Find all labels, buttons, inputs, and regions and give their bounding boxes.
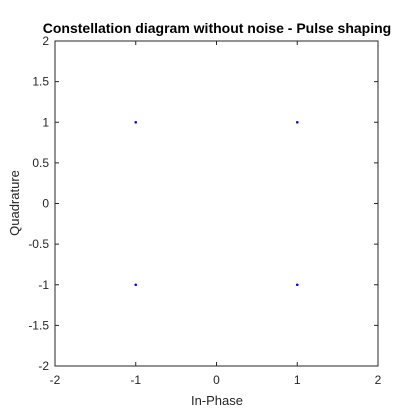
y-tick-label: -2: [38, 359, 49, 373]
x-tick-label: -2: [50, 373, 61, 387]
y-tick-label: -1.5: [28, 318, 49, 332]
constellation-point: [295, 283, 299, 287]
plot-area: [54, 40, 379, 367]
y-axis-label: Quadrature: [7, 170, 22, 236]
x-tick-label: 2: [375, 373, 382, 387]
chart-title: Constellation diagram without noise - Pu…: [43, 20, 391, 36]
data-points: [134, 120, 299, 287]
x-tick-label: 1: [294, 373, 301, 387]
axis-ticks: [54, 40, 379, 367]
y-tick-label: 0: [42, 197, 49, 211]
x-tick-labels: -2 -1 0 1 2: [50, 373, 382, 387]
constellation-point: [134, 283, 138, 287]
constellation-point: [295, 120, 299, 124]
x-tick-label: -1: [130, 373, 141, 387]
y-tick-labels: 2 1.5 1 0.5 0 -0.5 -1 -1.5 -2: [28, 34, 49, 373]
y-tick-label: 1: [42, 115, 49, 129]
constellation-point: [134, 120, 138, 124]
y-tick-label: -0.5: [28, 237, 49, 251]
y-tick-label: 1.5: [32, 75, 49, 89]
y-tick-label: 0.5: [32, 156, 49, 170]
x-axis-label: In-Phase: [191, 393, 243, 408]
y-tick-label: -1: [38, 278, 49, 292]
x-tick-label: 0: [213, 373, 220, 387]
plot-frame: [54, 40, 379, 367]
y-tick-label: 2: [42, 34, 49, 48]
